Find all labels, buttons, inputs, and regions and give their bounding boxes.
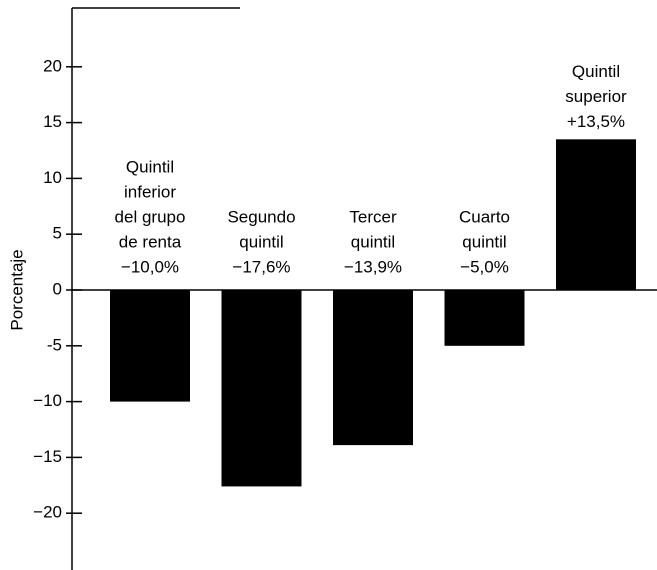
category-label: superior [565, 87, 627, 106]
category-label: del grupo [115, 207, 186, 226]
category-label: quintil [351, 232, 395, 251]
y-tick-label: 10 [43, 168, 62, 187]
y-tick-label: -5 [47, 335, 62, 354]
y-tick-label: 20 [43, 56, 62, 75]
category-label: Tercer [349, 207, 397, 226]
category-label: quintil [239, 232, 283, 251]
value-label: −13,9% [344, 257, 402, 276]
value-label: −10,0% [121, 257, 179, 276]
category-label: de renta [119, 232, 182, 251]
category-label: Quintil [572, 62, 620, 81]
y-axis-label: Porcentaje [7, 249, 26, 330]
value-label: −17,6% [232, 257, 290, 276]
y-tick-label: −10 [33, 391, 62, 410]
category-label: quintil [462, 232, 506, 251]
category-label: inferior [124, 182, 176, 201]
y-tick-label: −20 [33, 503, 62, 522]
category-label: Segundo [227, 207, 295, 226]
y-tick-label: −15 [33, 447, 62, 466]
y-tick-label: 0 [53, 279, 62, 298]
bar [221, 290, 302, 487]
category-label: Quintil [126, 157, 174, 176]
y-tick-label: 15 [43, 112, 62, 131]
category-label: Cuarto [459, 207, 510, 226]
bar [333, 290, 413, 446]
bar [110, 290, 190, 402]
value-label: +13,5% [567, 112, 625, 131]
y-tick-label: 5 [53, 224, 62, 243]
value-label: −5,0% [460, 257, 509, 276]
bar [556, 139, 636, 290]
bar [444, 290, 525, 346]
